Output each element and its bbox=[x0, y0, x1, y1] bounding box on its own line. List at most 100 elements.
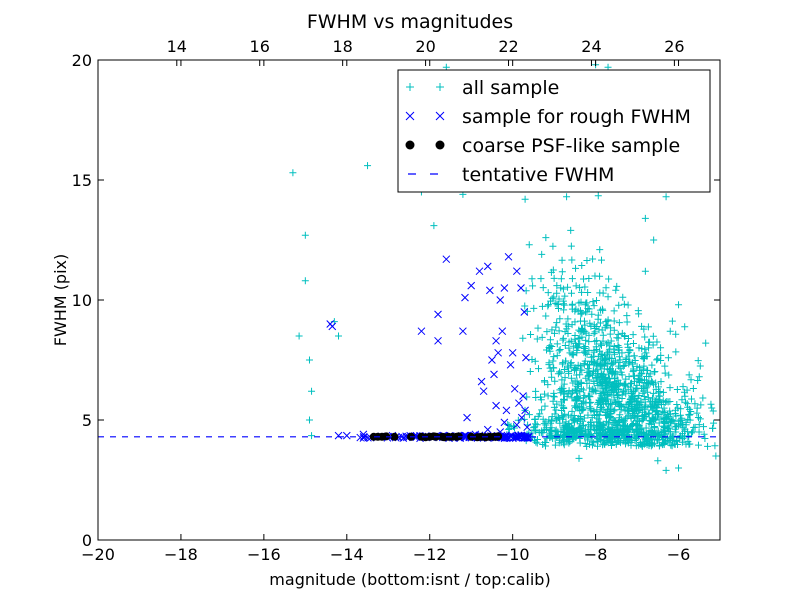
all-sample-point bbox=[584, 365, 592, 373]
all-sample-point bbox=[591, 358, 599, 366]
all-sample-point bbox=[709, 424, 717, 432]
all-sample-point bbox=[585, 384, 593, 392]
all-sample-point bbox=[700, 423, 708, 431]
all-sample-point bbox=[555, 327, 563, 335]
all-sample-point bbox=[626, 383, 634, 391]
all-sample-point bbox=[598, 256, 606, 264]
all-sample-point bbox=[289, 169, 297, 177]
all-sample-point bbox=[622, 355, 630, 363]
top-tick-label: 20 bbox=[415, 37, 435, 56]
all-sample-point bbox=[599, 289, 607, 297]
all-sample-point bbox=[587, 398, 595, 406]
all-sample-point bbox=[525, 411, 533, 419]
all-sample-point bbox=[590, 302, 598, 310]
all-sample-point bbox=[590, 439, 598, 447]
all-sample-point bbox=[562, 357, 570, 365]
all-sample-point bbox=[564, 330, 572, 338]
all-sample-point bbox=[527, 330, 535, 338]
all-sample-point bbox=[577, 298, 585, 306]
rough-fwhm-point bbox=[512, 420, 521, 429]
all-sample-point bbox=[604, 401, 612, 409]
y-tick-label: 10 bbox=[72, 291, 92, 310]
all-sample-point bbox=[657, 344, 665, 352]
all-sample-point bbox=[596, 407, 604, 415]
all-sample-point bbox=[551, 377, 559, 385]
all-sample-point bbox=[599, 331, 607, 339]
all-sample-point bbox=[641, 411, 649, 419]
all-sample-point bbox=[708, 404, 716, 412]
all-sample-point bbox=[598, 326, 606, 334]
all-sample-point bbox=[682, 398, 690, 406]
all-sample-point bbox=[626, 347, 634, 355]
rough-fwhm-point bbox=[488, 356, 496, 364]
all-sample-point bbox=[710, 419, 718, 427]
top-tick-label: 22 bbox=[498, 37, 518, 56]
all-sample-point bbox=[707, 400, 715, 408]
all-sample-point bbox=[693, 404, 701, 412]
all-sample-point bbox=[581, 347, 589, 355]
all-sample-point bbox=[528, 275, 536, 283]
all-sample-point bbox=[593, 377, 601, 385]
all-sample-point bbox=[586, 319, 594, 327]
all-sample-point bbox=[711, 442, 719, 450]
all-sample-point bbox=[558, 268, 566, 276]
all-sample-point bbox=[641, 395, 649, 403]
all-sample-point bbox=[599, 425, 607, 433]
all-sample-point bbox=[603, 391, 611, 399]
all-sample-point bbox=[567, 242, 575, 250]
all-sample-point bbox=[556, 346, 564, 354]
all-sample-point bbox=[627, 438, 635, 446]
all-sample-point bbox=[301, 277, 309, 285]
rough-fwhm-point bbox=[519, 392, 527, 400]
all-sample-point bbox=[699, 394, 707, 402]
all-sample-point bbox=[685, 371, 693, 379]
all-sample-point bbox=[600, 352, 608, 360]
rough-fwhm-point bbox=[506, 432, 514, 440]
all-sample-point bbox=[590, 330, 598, 338]
all-sample-point bbox=[597, 341, 605, 349]
all-sample-point bbox=[586, 370, 594, 378]
all-sample-point bbox=[632, 442, 640, 450]
all-sample-point bbox=[559, 384, 567, 392]
all-sample-point bbox=[580, 404, 588, 412]
all-sample-point bbox=[620, 332, 628, 340]
rough-fwhm-point bbox=[514, 431, 522, 440]
all-sample-point bbox=[620, 362, 628, 370]
all-sample-point bbox=[430, 222, 438, 230]
legend-marker-all-sample bbox=[436, 83, 444, 91]
all-sample-point bbox=[548, 373, 556, 381]
all-sample-point bbox=[628, 422, 636, 430]
all-sample-point bbox=[624, 301, 632, 309]
all-sample-point bbox=[567, 374, 575, 382]
all-sample-point bbox=[558, 407, 566, 415]
all-sample-point bbox=[597, 371, 605, 379]
all-sample-point bbox=[531, 437, 539, 445]
all-sample-point bbox=[605, 375, 613, 383]
all-sample-point bbox=[528, 355, 536, 363]
x-tick-label: −20 bbox=[81, 545, 115, 564]
legend-marker-rough-fwhm bbox=[405, 111, 415, 121]
all-sample-point bbox=[585, 338, 593, 346]
rough-fwhm-point bbox=[483, 262, 492, 271]
all-sample-point bbox=[655, 419, 663, 427]
all-sample-point bbox=[702, 339, 710, 347]
rough-fwhm-point bbox=[467, 281, 476, 290]
all-sample-point bbox=[578, 366, 586, 374]
all-sample-point bbox=[563, 193, 571, 201]
all-sample-point bbox=[662, 193, 670, 201]
all-sample-point bbox=[565, 344, 573, 352]
all-sample-point bbox=[655, 389, 663, 397]
all-sample-point bbox=[560, 380, 568, 388]
all-sample-point bbox=[615, 403, 623, 411]
all-sample-point bbox=[643, 372, 651, 380]
all-sample-point bbox=[533, 335, 541, 343]
all-sample-point bbox=[615, 414, 623, 422]
all-sample-point bbox=[667, 428, 675, 436]
all-sample-point bbox=[579, 397, 587, 405]
all-sample-point bbox=[657, 378, 665, 386]
all-sample-point bbox=[665, 438, 673, 446]
all-sample-point bbox=[295, 332, 303, 340]
all-sample-point bbox=[569, 426, 577, 434]
all-sample-point bbox=[691, 423, 699, 431]
all-sample-point bbox=[668, 317, 676, 325]
